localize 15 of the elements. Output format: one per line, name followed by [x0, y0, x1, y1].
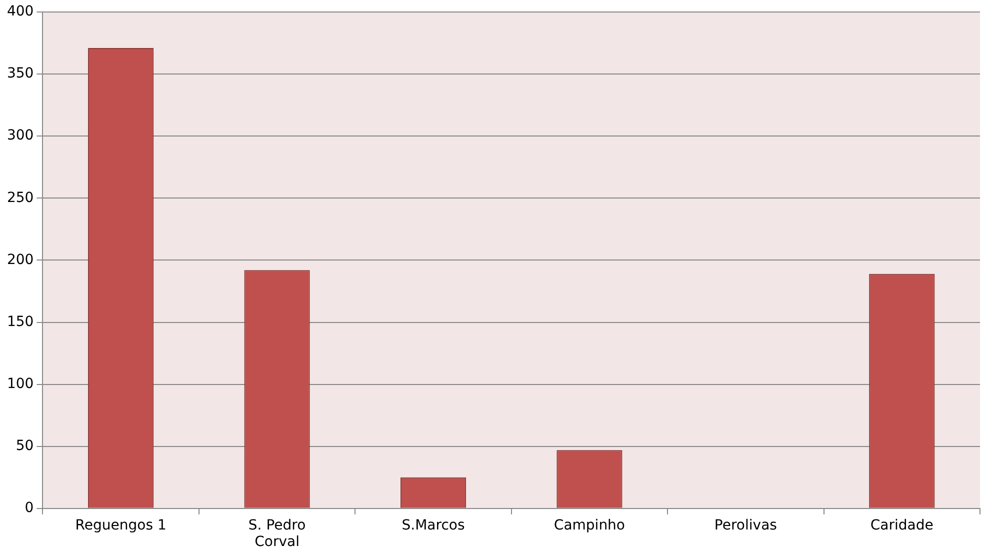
x-tick-label: Campinho — [554, 517, 626, 534]
x-tick-label: S.Marcos — [402, 517, 465, 534]
y-tick-label: 50 — [16, 438, 34, 454]
y-tick-label: 250 — [6, 190, 34, 206]
y-tick-label: 100 — [6, 376, 34, 392]
y-tick-label: 300 — [6, 128, 34, 144]
y-tick-label: 0 — [24, 500, 34, 516]
x-tick-label: Caridade — [870, 517, 934, 534]
y-tick-label: 200 — [6, 252, 34, 268]
x-tick-label: Reguengos 1 — [75, 517, 166, 534]
y-tick-label: 150 — [6, 314, 34, 330]
y-tick-label: 350 — [6, 66, 34, 82]
x-tick-label: Perolivas — [714, 517, 777, 534]
y-tick-label: 400 — [6, 4, 34, 20]
x-tick-label: S. Pedro Corval — [248, 517, 306, 550]
